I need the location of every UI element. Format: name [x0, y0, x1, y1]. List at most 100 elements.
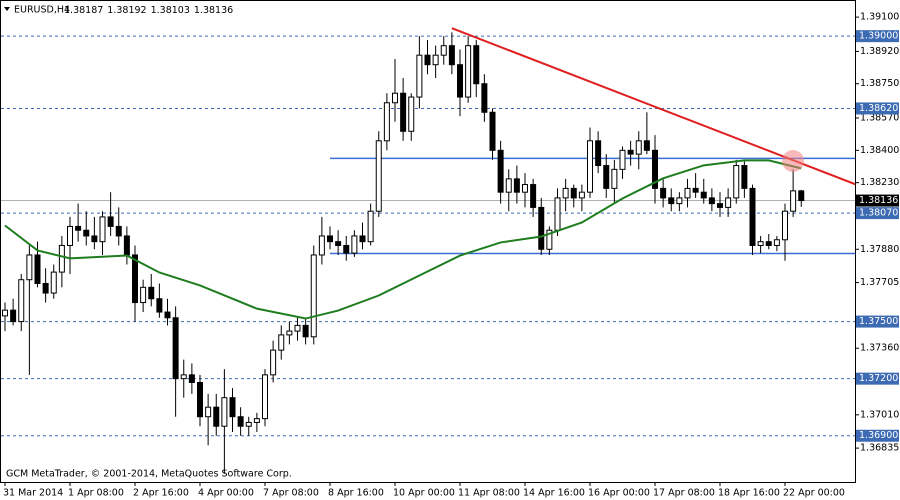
candle-body [611, 168, 618, 189]
candle-body [335, 241, 342, 246]
candle-body [773, 239, 780, 246]
candle-body [578, 191, 585, 199]
x-tick-label: 10 Apr 00:00 [393, 488, 455, 499]
y-tick-label: 1.38920 [860, 46, 899, 57]
candle-body [67, 225, 73, 246]
candle-body [416, 54, 423, 98]
candle-body [424, 54, 431, 66]
candle-body [229, 397, 236, 418]
candle-body [489, 111, 496, 151]
candle-body [75, 225, 82, 231]
candle-body [782, 210, 788, 241]
candle-body [497, 149, 504, 193]
candle-body [700, 191, 707, 199]
candle-body [684, 187, 691, 199]
candle-body [692, 187, 699, 193]
price-label: 1.38136 [859, 195, 898, 206]
candle-body [253, 418, 260, 423]
candle-body [180, 374, 187, 380]
candle-body [660, 187, 667, 199]
candle-body [156, 298, 163, 313]
candle-body [34, 254, 41, 285]
candle-body [83, 229, 90, 237]
level-label-box [856, 429, 899, 442]
candle-body [294, 324, 301, 332]
level-label-box [856, 207, 899, 220]
x-tick-label: 1 Apr 08:00 [68, 488, 124, 499]
candle-body [717, 203, 723, 208]
candle-body [668, 197, 675, 205]
ohlc-value: 1.38103 [151, 5, 190, 16]
moving-average [4, 159, 802, 320]
candle-body [643, 140, 650, 151]
ohlc-header: 1.38187 1.38192 1.38103 1.38136 [64, 5, 233, 16]
candle-body [725, 197, 732, 208]
ohlc-value: 1.38187 [64, 5, 103, 16]
x-tick-label: 4 Apr 00:00 [198, 488, 254, 499]
candle-body [237, 416, 244, 427]
candle-body [554, 197, 561, 231]
candle-body [351, 235, 358, 254]
candle-body [99, 216, 106, 243]
footer: GCM MetaTrader, © 2001-2014, MetaQuotes … [6, 469, 292, 480]
candle-body [408, 96, 415, 132]
x-tick-label: 18 Apr 16:00 [718, 488, 780, 499]
candle-body [546, 229, 553, 250]
candle-body [221, 397, 228, 427]
candle-body [513, 178, 520, 193]
candle-body [164, 311, 171, 319]
level-label-box [856, 102, 899, 115]
candle-body [440, 45, 447, 56]
candle-body [245, 421, 252, 427]
candle-body [652, 149, 658, 189]
candle-body [140, 286, 147, 304]
candle-body [603, 165, 610, 189]
candle-body [587, 140, 593, 193]
candle-body [708, 197, 715, 205]
candle-body [278, 334, 285, 351]
candle-body [302, 324, 309, 338]
candle-body [595, 140, 602, 167]
x-tick-label: 2 Apr 16:00 [133, 488, 189, 499]
candle-body [400, 92, 407, 132]
candle-body [733, 165, 740, 199]
candle-body [798, 190, 805, 202]
level-label: 1.36900 [859, 430, 898, 441]
highlight [782, 150, 804, 172]
candle-body [270, 349, 277, 376]
level-label: 1.38620 [859, 103, 898, 114]
x-tick-label: 22 Apr 00:00 [783, 488, 845, 499]
candle-body [465, 45, 472, 98]
candle-body [107, 216, 114, 227]
y-tick-label: 1.38570 [860, 112, 899, 123]
candle-body [635, 140, 642, 155]
y-tick-label: 1.37880 [860, 244, 899, 255]
candle-body [757, 241, 764, 246]
x-tick-label: 31 Mar 2014 [3, 488, 63, 499]
candle-body [676, 197, 683, 205]
candle-body [741, 165, 748, 189]
x-tick-label: 14 Apr 16:00 [523, 488, 585, 499]
price-label-box [856, 194, 899, 207]
x-tick-label: 7 Apr 08:00 [263, 488, 319, 499]
level-label-box [856, 315, 899, 328]
candle-body [123, 235, 130, 256]
plot-frame [0, 0, 856, 483]
level-label: 1.38070 [859, 208, 898, 219]
candle-body [42, 283, 49, 294]
candle-body [343, 244, 350, 254]
candle-body [172, 317, 179, 380]
candle-body [262, 374, 268, 420]
candle-body [790, 190, 797, 212]
candle-body [562, 187, 569, 199]
candle-body [58, 244, 65, 273]
menu-icon[interactable] [4, 7, 10, 11]
candle-body [18, 279, 25, 323]
candle-body [765, 241, 772, 246]
level-label-box [856, 372, 899, 385]
candle-body [327, 235, 333, 243]
candle-body [367, 210, 374, 243]
y-tick-label: 1.37360 [860, 343, 899, 354]
candle-body [148, 286, 155, 300]
